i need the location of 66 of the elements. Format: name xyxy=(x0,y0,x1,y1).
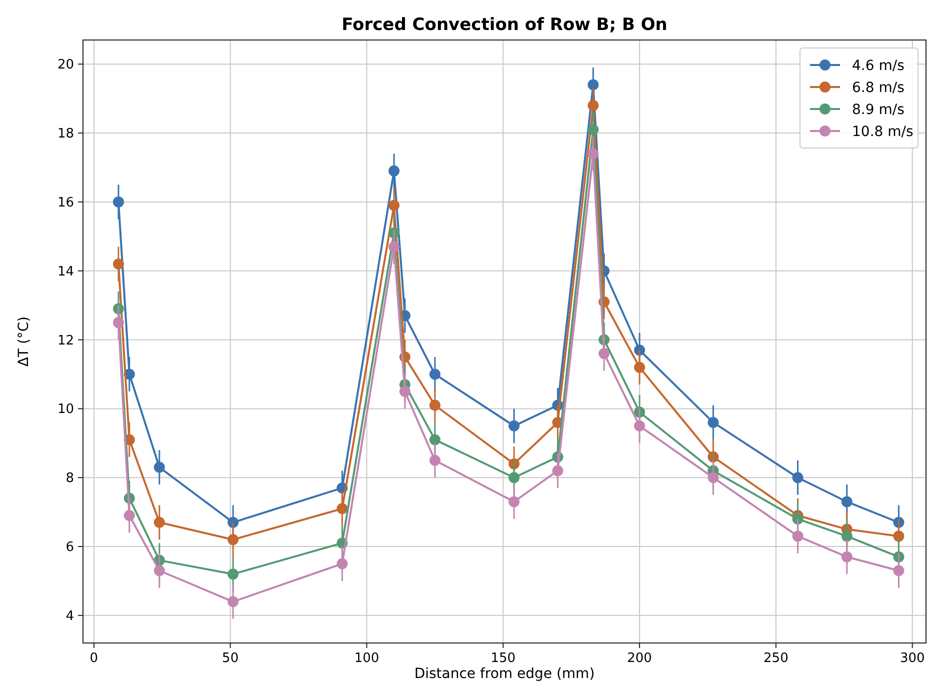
point xyxy=(388,241,400,252)
legend-label: 8.9 m/s xyxy=(852,102,904,118)
chart-title: Forced Convection of Row B; B On xyxy=(342,15,668,35)
x-tick-label: 300 xyxy=(900,651,925,666)
x-tick-label: 250 xyxy=(764,651,788,666)
point xyxy=(508,472,520,484)
point xyxy=(792,472,804,484)
point xyxy=(508,420,520,432)
legend-label: 10.8 m/s xyxy=(852,124,914,140)
point xyxy=(893,530,904,542)
point xyxy=(588,79,599,90)
point xyxy=(598,348,610,360)
point xyxy=(154,565,165,576)
point xyxy=(841,496,852,508)
point xyxy=(634,420,646,432)
point xyxy=(154,516,165,528)
point xyxy=(228,516,239,528)
point xyxy=(112,258,124,270)
y-tick-label: 16 xyxy=(57,195,74,210)
point xyxy=(792,530,804,542)
y-tick-label: 20 xyxy=(57,58,74,73)
point xyxy=(634,344,646,356)
y-tick-label: 18 xyxy=(57,126,74,142)
x-tick-label: 100 xyxy=(354,651,380,666)
x-axis-title: Distance from edge (mm) xyxy=(414,666,595,682)
point xyxy=(588,124,599,136)
y-tick-label: 4 xyxy=(66,608,74,624)
x-tick-label: 200 xyxy=(627,651,652,666)
point xyxy=(708,416,719,428)
point xyxy=(893,565,904,576)
y-tick-label: 12 xyxy=(57,333,74,348)
y-tick-label: 6 xyxy=(66,540,74,556)
point xyxy=(841,551,852,562)
x-tick-label: 150 xyxy=(490,651,516,666)
point xyxy=(429,454,440,466)
legend-label: 6.8 m/s xyxy=(852,80,904,96)
point xyxy=(508,496,520,508)
y-tick-label: 10 xyxy=(57,402,74,418)
y-tick-label: 14 xyxy=(57,264,74,280)
legend-label: 4.6 m/s xyxy=(852,58,904,74)
x-tick-label: 0 xyxy=(90,651,98,666)
point xyxy=(388,200,400,211)
point xyxy=(792,513,804,524)
point xyxy=(228,568,239,580)
point xyxy=(336,558,348,570)
point xyxy=(429,400,440,411)
y-axis-title: ΔT (°C) xyxy=(16,316,32,367)
point xyxy=(429,368,440,380)
point xyxy=(336,503,348,514)
x-tick-label: 50 xyxy=(222,651,239,666)
point xyxy=(708,472,719,484)
point xyxy=(429,434,440,446)
point xyxy=(388,165,400,176)
point xyxy=(588,148,599,160)
point xyxy=(588,100,599,111)
point xyxy=(841,530,852,542)
point xyxy=(399,386,410,397)
point xyxy=(112,317,124,328)
point xyxy=(552,465,564,476)
point xyxy=(124,510,135,522)
y-tick-label: 8 xyxy=(66,471,74,486)
point xyxy=(112,196,124,208)
point xyxy=(634,362,646,373)
point xyxy=(228,596,239,608)
point xyxy=(228,534,239,546)
point xyxy=(154,462,165,473)
